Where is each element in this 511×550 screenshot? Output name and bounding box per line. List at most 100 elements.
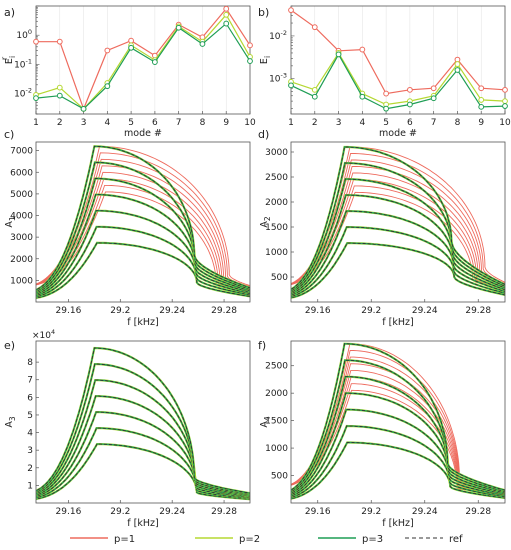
data-point	[56, 92, 63, 99]
legend-label: ref	[449, 534, 463, 545]
data-point	[247, 42, 253, 49]
series-line-ref	[36, 427, 250, 499]
series-line-ref	[291, 376, 505, 494]
plot-frame	[35, 340, 251, 504]
data-point	[478, 85, 485, 92]
data-point	[383, 90, 390, 97]
x-tick-label: 29.28	[465, 507, 491, 517]
data-point	[502, 103, 508, 109]
x-tick-label: 29.2	[110, 507, 130, 517]
y-tick-label: 5000	[10, 190, 33, 200]
y-tick-label: 500	[271, 472, 288, 482]
data-point	[128, 37, 135, 44]
data-point	[406, 101, 413, 108]
series-line-p2	[35, 13, 251, 110]
y-tick-label: 500	[271, 273, 288, 283]
plot-area	[291, 145, 505, 299]
y-tick-label: 7000	[10, 147, 33, 157]
y-tick-label: 3000	[10, 233, 33, 243]
x-tick-label: 6	[407, 118, 413, 128]
data-point	[33, 95, 39, 102]
series-line-ref	[36, 210, 250, 296]
plot-frame	[290, 340, 506, 504]
data-point	[430, 85, 437, 92]
series-line-p3	[35, 22, 251, 110]
series-line-ref	[291, 178, 505, 293]
x-tick-label: 10	[244, 118, 256, 128]
plot-frame	[35, 141, 251, 303]
y-axis-label: A3	[4, 416, 17, 428]
x-axis-label: f [kHz]	[382, 518, 413, 529]
data-point	[223, 5, 230, 12]
x-tick-label: 8	[200, 118, 206, 128]
x-tick-label: 29.24	[412, 507, 438, 517]
data-point	[383, 105, 390, 112]
x-tick-label: 2	[57, 118, 63, 128]
series-line-ref	[291, 359, 505, 493]
series-line-ref	[291, 210, 505, 296]
x-axis-label: f [kHz]	[127, 317, 158, 328]
series-line-ref	[291, 162, 505, 292]
y-tick-label: 10-1	[14, 57, 32, 70]
series-line-ref	[36, 161, 250, 292]
data-point	[56, 38, 63, 45]
panel-label: f)	[258, 339, 266, 352]
series-line-ref	[36, 178, 250, 294]
panel-label: d)	[258, 128, 269, 141]
data-point	[311, 24, 318, 31]
y-multiplier: ×104	[32, 328, 55, 341]
y-axis-label: A2	[259, 216, 272, 228]
x-axis-label: f [kHz]	[382, 317, 413, 328]
x-tick-label: 9	[478, 118, 484, 128]
y-tick-label: 8	[27, 358, 33, 368]
series-line-ref	[291, 194, 505, 295]
data-point	[454, 67, 461, 73]
series-line-ref	[291, 242, 505, 299]
series-line-p1	[291, 389, 505, 493]
x-tick-label: 3	[336, 118, 342, 128]
plot-area	[36, 346, 250, 501]
data-point	[288, 7, 294, 14]
x-tick-label: 29.24	[159, 507, 185, 517]
x-tick-label: 9	[223, 118, 229, 128]
y-tick-label: 2500	[265, 362, 288, 372]
chart-panel-f: f) 29.16 29.2 29.24 29.28 500 1000 1500 2000 2500…	[258, 339, 506, 529]
data-point	[104, 83, 111, 90]
data-point	[430, 95, 437, 102]
x-tick-label: 29.16	[56, 507, 82, 517]
x-tick-label: 29.28	[211, 306, 237, 316]
data-point	[223, 11, 230, 18]
data-point	[359, 46, 366, 53]
data-point	[104, 47, 111, 54]
series-line-ref	[36, 443, 250, 500]
y-tick-label: 2500	[265, 173, 288, 183]
series-line-ref	[36, 379, 250, 496]
panel-label: b)	[258, 6, 269, 19]
legend-label: p=1	[114, 534, 135, 545]
data-point	[406, 86, 413, 93]
x-tick-label: 29.28	[211, 507, 237, 517]
y-axis-label: Ei	[259, 56, 272, 64]
series-line-ref	[291, 425, 505, 498]
x-tick-label: 29.16	[305, 306, 331, 316]
data-point	[335, 51, 342, 58]
x-tick-label: 5	[383, 118, 389, 128]
y-tick-label: 1500	[265, 223, 288, 233]
y-tick-label: 1	[27, 481, 33, 491]
data-point	[80, 105, 87, 112]
series-line-p2	[36, 411, 250, 499]
x-tick-label: 29.24	[412, 306, 438, 316]
data-point	[175, 24, 182, 31]
x-axis-label: f [kHz]	[127, 518, 158, 529]
plot-area	[36, 145, 250, 300]
chart-panel-a: a) 1 2 3 4 5 6 7 8 9 10 10-2 10-1 100 mode # Eir	[0, 5, 256, 139]
series-line-ref	[291, 409, 505, 497]
y-tick-label: 1000	[10, 276, 33, 286]
series-line-p2	[290, 51, 506, 106]
series-line-p2	[36, 161, 250, 293]
x-tick-label: 1	[288, 118, 294, 128]
series-line-ref	[36, 226, 250, 298]
x-tick-label: 5	[128, 118, 134, 128]
data-point	[311, 93, 318, 100]
